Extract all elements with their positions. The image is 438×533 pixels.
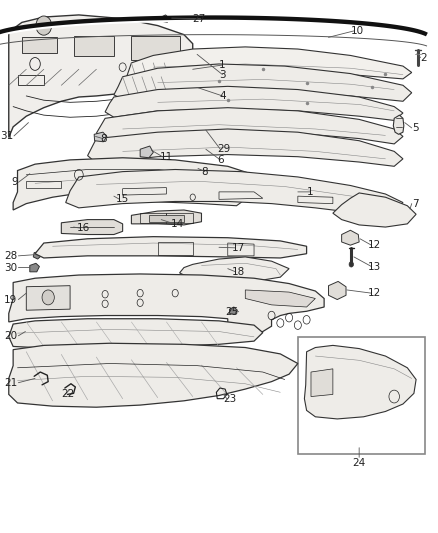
Text: 14: 14 [171,219,184,229]
Polygon shape [35,237,307,258]
Text: 12: 12 [368,240,381,250]
Polygon shape [30,263,39,272]
Polygon shape [114,64,412,101]
Polygon shape [33,252,41,259]
Text: 8: 8 [201,167,208,176]
Polygon shape [187,164,200,175]
Polygon shape [9,274,324,336]
Text: 2: 2 [420,53,427,62]
Text: 16: 16 [77,223,90,233]
Text: 17: 17 [232,243,245,253]
Text: 15: 15 [116,195,129,204]
Text: 3: 3 [219,70,226,79]
Text: 23: 23 [223,394,237,403]
Text: 21: 21 [4,378,18,387]
Polygon shape [26,286,70,310]
Polygon shape [245,290,315,307]
Text: 18: 18 [232,267,245,277]
Polygon shape [304,345,416,419]
Polygon shape [333,193,416,227]
Polygon shape [393,115,404,134]
Polygon shape [74,36,114,56]
Text: 4: 4 [219,91,226,101]
Text: 24: 24 [353,458,366,469]
Text: 5: 5 [412,123,418,133]
Text: 30: 30 [4,263,18,272]
Polygon shape [22,37,57,53]
Text: 22: 22 [61,390,74,399]
Circle shape [42,290,54,305]
Polygon shape [131,210,201,225]
Polygon shape [88,188,245,206]
Polygon shape [131,36,180,60]
Circle shape [349,262,353,267]
Polygon shape [94,132,107,142]
Polygon shape [96,108,403,144]
Text: 19: 19 [4,295,18,304]
Text: 31: 31 [0,131,13,141]
Text: 29: 29 [217,144,230,154]
Polygon shape [13,158,254,210]
Text: 27: 27 [193,14,206,23]
Polygon shape [180,257,289,282]
Text: 7: 7 [412,199,418,208]
Polygon shape [9,319,263,348]
Polygon shape [161,15,169,22]
Circle shape [36,16,52,35]
Text: 1: 1 [307,187,313,197]
Text: 12: 12 [368,288,381,298]
Polygon shape [9,343,298,407]
Polygon shape [105,86,403,120]
Text: 20: 20 [4,331,18,341]
Text: 6: 6 [217,155,223,165]
Polygon shape [342,230,359,245]
Polygon shape [9,15,193,138]
Polygon shape [328,281,346,300]
Polygon shape [61,220,123,235]
Polygon shape [88,129,403,166]
Text: 9: 9 [11,177,18,187]
Polygon shape [230,307,237,314]
Text: 8: 8 [101,134,107,143]
Polygon shape [311,369,333,397]
Text: 1: 1 [219,60,226,70]
Text: 11: 11 [160,152,173,162]
Bar [298,337,425,454]
Polygon shape [140,146,153,158]
Polygon shape [66,169,403,214]
Text: 13: 13 [368,262,381,271]
Text: 28: 28 [4,251,18,261]
Polygon shape [123,47,412,85]
Text: 25: 25 [226,307,239,317]
Polygon shape [149,215,184,222]
Text: 10: 10 [350,26,364,36]
